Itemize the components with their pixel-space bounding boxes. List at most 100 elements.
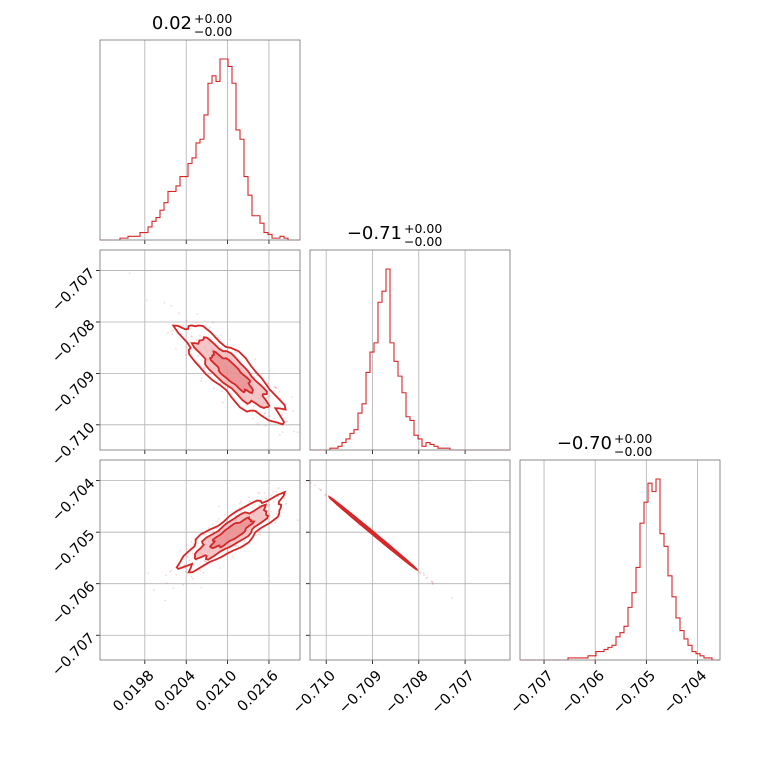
contour-level: [171, 324, 287, 426]
scatter-point: [277, 487, 280, 490]
scatter-point: [240, 500, 242, 503]
scatter-point: [227, 550, 229, 553]
x-tick-label: −0.706: [559, 668, 608, 717]
scatter-point: [175, 573, 178, 576]
param-title-minus: −0.00: [194, 24, 232, 39]
scatter-point: [128, 272, 131, 275]
scatter-point: [266, 509, 269, 512]
scatter-point: [258, 531, 261, 533]
scatter-point: [224, 385, 227, 388]
scatter-point: [237, 545, 240, 548]
x-tick-label: −0.704: [661, 668, 710, 717]
scatter-point: [196, 339, 198, 342]
scatter-point: [357, 524, 360, 526]
scatter-point: [273, 417, 276, 420]
scatter-point: [204, 560, 207, 562]
scatter-point: [219, 567, 222, 569]
scatter-point: [203, 367, 206, 370]
x-tick-label: −0.709: [336, 668, 385, 717]
scatter-point: [257, 533, 260, 536]
scatter-point: [192, 543, 195, 546]
scatter-point: [217, 336, 220, 339]
scatter-point: [211, 523, 214, 526]
scatter-point: [274, 490, 277, 493]
y-tick-label: −0.706: [49, 579, 98, 628]
scatter-point: [202, 533, 205, 536]
y-tick-label: −0.707: [49, 266, 98, 315]
scatter-point: [279, 434, 281, 436]
scatter-point: [269, 415, 271, 417]
scatter-point: [281, 431, 284, 434]
scatter-point: [324, 493, 327, 495]
scatter-point: [263, 412, 266, 415]
scatter-point: [243, 540, 246, 543]
scatter-point: [145, 299, 148, 302]
scatter-point: [235, 351, 238, 354]
scatter-point: [290, 396, 293, 398]
scatter-point: [451, 597, 453, 599]
scatter-point: [230, 393, 233, 395]
scatter-point: [239, 510, 242, 512]
scatter-point: [278, 390, 281, 393]
scatter-point: [231, 555, 234, 557]
contour-level: [175, 490, 287, 574]
panel-frame: [309, 459, 511, 661]
scatter-point: [212, 321, 215, 324]
y-tick-label: −0.704: [49, 476, 98, 525]
scatter-point: [274, 522, 276, 524]
panel-frame: [99, 39, 301, 241]
scatter-point: [276, 513, 278, 515]
scatter-point: [270, 510, 272, 513]
scatter-point: [185, 548, 188, 550]
scatter-point: [266, 396, 269, 398]
scatter-point: [220, 390, 223, 392]
scatter-point: [252, 405, 255, 407]
scatter-point: [431, 583, 434, 585]
scatter-point: [191, 552, 194, 555]
hist-panel-p1: −0.71 +0.00−0.00: [309, 221, 511, 454]
scatter-point: [221, 401, 224, 404]
scatter-point: [185, 544, 188, 547]
scatter-point: [253, 504, 256, 506]
scatter-point: [431, 580, 433, 583]
scatter-point: [200, 586, 203, 589]
scatter-point: [285, 502, 287, 505]
scatter-point: [234, 545, 237, 547]
y-tick-label: −0.707: [49, 630, 98, 679]
scatter-point: [190, 335, 193, 338]
contour-level: [208, 350, 254, 395]
scatter-point: [193, 349, 196, 351]
y-tick-label: −0.705: [49, 527, 98, 576]
scatter-point: [153, 589, 155, 591]
scatter-point: [269, 504, 271, 506]
scatter-point: [312, 442, 314, 444]
scatter-point: [238, 506, 241, 509]
scatter-point: [172, 587, 175, 590]
contour-level: [354, 517, 392, 549]
scatter-point: [430, 580, 433, 583]
scatter-point: [245, 404, 248, 406]
scatter-point: [270, 494, 272, 497]
param-title-value: 0.02: [152, 13, 192, 34]
scatter-point: [268, 512, 270, 515]
panel-frame: [309, 249, 511, 451]
scatter-point: [265, 497, 267, 500]
scatter-point: [201, 336, 204, 339]
scatter-point: [195, 321, 198, 324]
scatter-point: [217, 517, 220, 520]
hist-panel-p0: 0.02 +0.00−0.00: [99, 11, 301, 244]
scatter-point: [431, 581, 434, 584]
scatter-point: [307, 477, 309, 479]
scatter-point: [272, 490, 275, 493]
scatter-point: [200, 377, 203, 380]
scatter-point: [254, 358, 257, 361]
scatter-point: [310, 482, 312, 484]
x-tick-label: 0.0198: [110, 668, 157, 715]
scatter-point: [178, 312, 180, 315]
y-tick-label: −0.708: [49, 317, 98, 366]
scatter-point: [238, 502, 241, 505]
scatter-point: [170, 304, 173, 307]
scatter-point: [423, 574, 425, 577]
scatter-point: [212, 530, 215, 533]
